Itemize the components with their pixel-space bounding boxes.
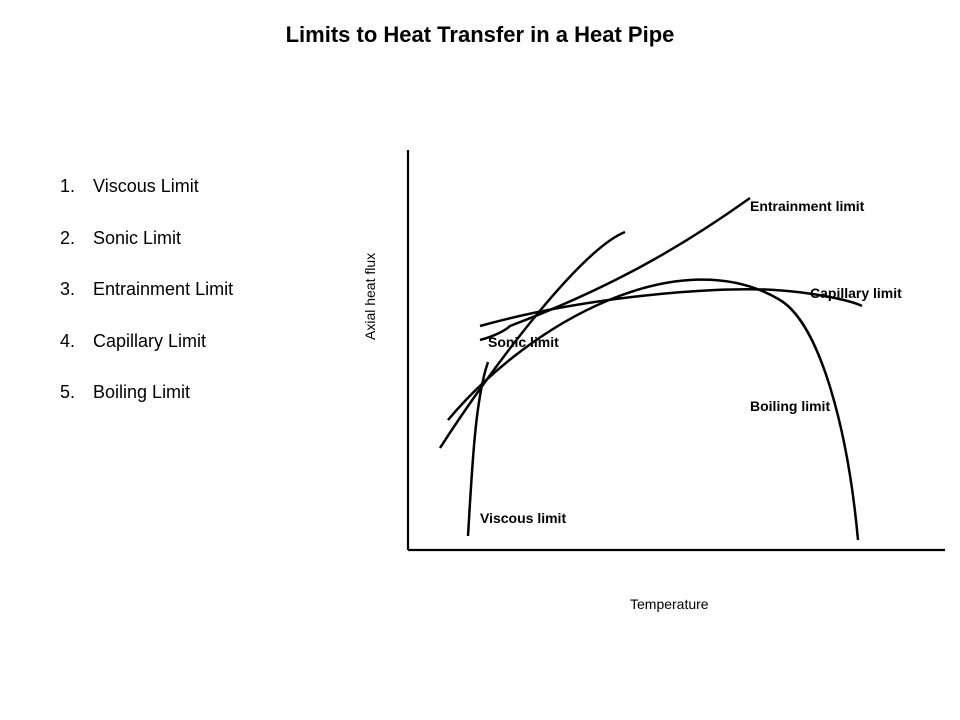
list-num: 1.	[60, 176, 88, 198]
page: Limits to Heat Transfer in a Heat Pipe 1…	[0, 0, 960, 720]
list-item: 3. Entrainment Limit	[60, 279, 360, 301]
list-label: Capillary Limit	[93, 331, 206, 351]
heat-pipe-limits-chart: Axial heat flux Temperature Viscous limi…	[380, 140, 950, 590]
list-label: Viscous Limit	[93, 176, 199, 196]
sonic-limit-label: Sonic limit	[488, 334, 559, 350]
list-item: 2. Sonic Limit	[60, 228, 360, 250]
viscous-limit-label: Viscous limit	[480, 510, 566, 526]
list-item: 5. Boiling Limit	[60, 382, 360, 404]
y-axis-label: Axial heat flux	[362, 253, 378, 340]
list-num: 4.	[60, 331, 88, 353]
entrainment-limit-label: Entrainment limit	[750, 198, 864, 214]
list-item: 1. Viscous Limit	[60, 176, 360, 198]
entrainment-limit-curve	[480, 198, 750, 340]
list-label: Boiling Limit	[93, 382, 190, 402]
list-item: 4. Capillary Limit	[60, 331, 360, 353]
list-label: Sonic Limit	[93, 228, 181, 248]
chart-svg	[380, 140, 950, 590]
list-label: Entrainment Limit	[93, 279, 233, 299]
list-num: 5.	[60, 382, 88, 404]
page-title: Limits to Heat Transfer in a Heat Pipe	[0, 22, 960, 48]
capillary-limit-curve	[480, 289, 862, 326]
list-num: 2.	[60, 228, 88, 250]
list-num: 3.	[60, 279, 88, 301]
capillary-limit-label: Capillary limit	[810, 285, 902, 301]
x-axis-label: Temperature	[630, 596, 709, 612]
boiling-limit-label: Boiling limit	[750, 398, 830, 414]
limits-list: 1. Viscous Limit 2. Sonic Limit 3. Entra…	[60, 176, 360, 434]
